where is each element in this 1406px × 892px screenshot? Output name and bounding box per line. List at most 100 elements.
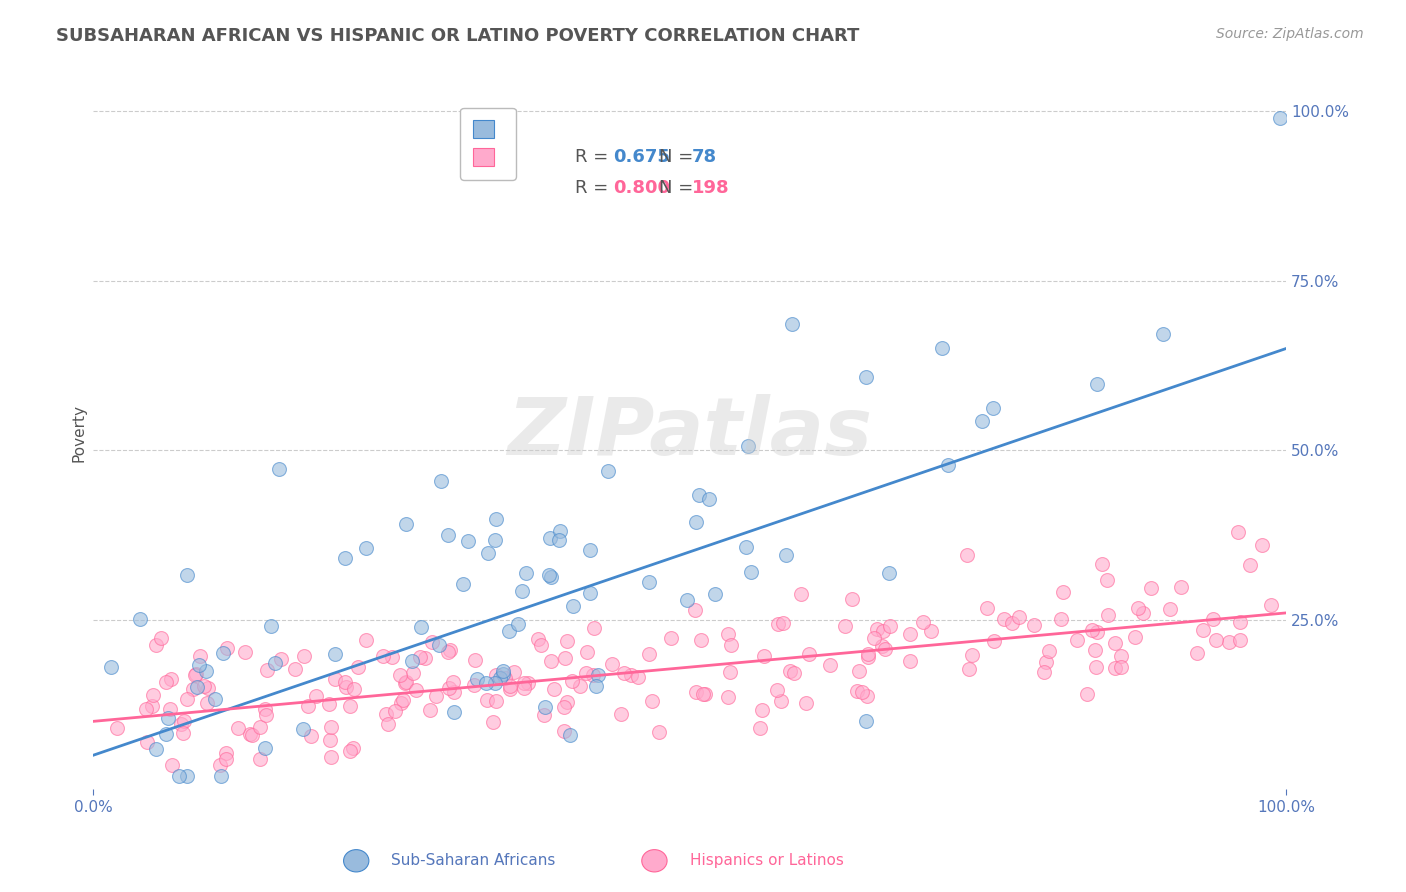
Point	[690, 633, 713, 648]
Point	[685, 684, 707, 698]
Point	[481, 714, 503, 729]
Point	[609, 707, 631, 722]
Point	[1126, 600, 1149, 615]
Point	[779, 664, 801, 678]
Point	[575, 665, 598, 680]
Point	[443, 705, 465, 719]
Text: R =: R =	[575, 179, 614, 197]
Point	[983, 634, 1005, 648]
Point	[638, 647, 661, 661]
Point	[145, 742, 167, 756]
Point	[981, 401, 1004, 416]
Point	[437, 681, 460, 696]
Point	[538, 532, 561, 546]
Point	[578, 586, 600, 600]
Point	[685, 515, 707, 529]
Point	[1095, 573, 1118, 587]
Point	[734, 540, 756, 554]
Point	[688, 488, 710, 502]
Point	[392, 693, 415, 707]
Point	[1132, 606, 1154, 620]
Text: Sub-Saharan Africans: Sub-Saharan Africans	[391, 854, 555, 868]
Point	[260, 619, 283, 633]
Point	[627, 670, 650, 684]
Point	[866, 623, 889, 637]
Point	[716, 626, 738, 640]
Point	[1140, 581, 1163, 595]
Point	[419, 703, 441, 717]
Point	[388, 668, 411, 682]
Point	[463, 678, 485, 692]
Point	[533, 707, 555, 722]
Point	[740, 565, 762, 579]
Point	[855, 714, 877, 729]
Point	[538, 568, 561, 582]
Point	[233, 645, 256, 659]
Point	[226, 722, 249, 736]
Point	[911, 615, 934, 629]
Point	[485, 693, 508, 707]
Point	[749, 721, 772, 735]
Point	[325, 647, 347, 661]
Text: N =: N =	[659, 148, 699, 166]
Point	[105, 721, 128, 735]
Point	[249, 752, 271, 766]
Point	[457, 534, 479, 549]
Point	[768, 617, 790, 632]
Point	[395, 516, 418, 531]
Text: 78: 78	[692, 148, 717, 166]
Point	[188, 648, 211, 663]
Point	[1239, 558, 1261, 573]
Point	[186, 680, 208, 694]
Point	[401, 654, 423, 668]
Point	[240, 728, 263, 742]
Point	[321, 720, 343, 734]
Point	[318, 698, 340, 712]
Point	[602, 657, 624, 671]
Point	[796, 696, 818, 710]
Y-axis label: Poverty: Poverty	[72, 404, 86, 462]
Point	[492, 664, 515, 678]
Point	[1260, 599, 1282, 613]
Point	[1170, 580, 1192, 594]
Point	[527, 632, 550, 646]
Point	[920, 624, 942, 638]
Point	[339, 699, 361, 714]
Point	[195, 664, 218, 678]
Point	[754, 648, 776, 663]
Point	[381, 649, 404, 664]
Point	[1081, 624, 1104, 638]
Point	[870, 639, 893, 653]
Point	[401, 666, 423, 681]
Point	[485, 512, 508, 526]
Point	[156, 711, 179, 725]
Point	[394, 675, 416, 690]
Point	[856, 647, 879, 661]
Point	[1111, 660, 1133, 674]
Point	[395, 675, 418, 690]
Point	[790, 587, 813, 601]
Point	[409, 650, 432, 665]
Point	[195, 696, 218, 710]
Text: 0.675: 0.675	[613, 148, 669, 166]
Point	[637, 574, 659, 589]
Text: 0.800: 0.800	[613, 179, 669, 197]
Point	[569, 679, 592, 693]
Point	[517, 676, 540, 690]
Point	[291, 722, 314, 736]
Point	[1008, 610, 1031, 624]
Point	[333, 551, 356, 566]
Point	[176, 768, 198, 782]
Text: ZIPatlas: ZIPatlas	[508, 394, 872, 472]
Point	[751, 702, 773, 716]
Point	[1052, 585, 1074, 599]
Point	[1066, 632, 1088, 647]
Point	[554, 651, 576, 665]
Point	[489, 671, 512, 685]
Point	[204, 691, 226, 706]
Point	[560, 728, 582, 742]
Point	[305, 689, 328, 703]
Point	[648, 724, 671, 739]
Point	[851, 685, 873, 699]
Point	[1229, 632, 1251, 647]
